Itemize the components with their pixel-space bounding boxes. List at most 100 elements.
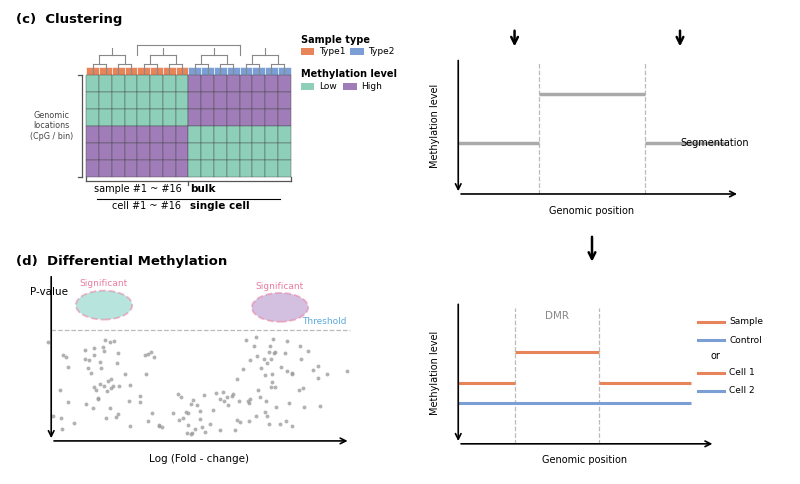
Point xyxy=(210,389,222,396)
Bar xyxy=(150,75,163,92)
Point xyxy=(268,349,281,357)
Bar xyxy=(138,160,150,177)
Bar xyxy=(125,92,138,109)
Point xyxy=(134,398,146,406)
Bar xyxy=(350,48,364,55)
Text: Significant: Significant xyxy=(80,279,128,288)
Bar xyxy=(86,67,99,75)
Point xyxy=(180,408,193,416)
Bar xyxy=(99,143,112,160)
Point xyxy=(107,383,120,391)
Point xyxy=(266,370,278,378)
Bar xyxy=(265,109,278,126)
Bar xyxy=(176,67,189,75)
Bar xyxy=(278,126,290,143)
Point xyxy=(269,348,282,356)
Point xyxy=(46,412,59,420)
Point xyxy=(302,347,314,354)
Point xyxy=(252,387,265,394)
Point xyxy=(268,383,281,391)
Point xyxy=(153,422,166,429)
Point xyxy=(286,422,298,430)
Point xyxy=(194,407,207,415)
Bar xyxy=(239,143,252,160)
Bar xyxy=(163,92,176,109)
Bar xyxy=(189,109,202,126)
Point xyxy=(82,357,95,364)
Point xyxy=(177,414,190,422)
Bar xyxy=(239,75,252,92)
Point xyxy=(307,366,320,374)
Bar xyxy=(202,143,214,160)
Bar xyxy=(214,92,226,109)
Point xyxy=(103,338,116,346)
Point xyxy=(228,426,241,434)
Bar xyxy=(252,126,265,143)
Bar xyxy=(202,160,214,177)
Point xyxy=(118,370,131,378)
Point xyxy=(98,347,110,355)
Bar xyxy=(138,67,150,75)
Point xyxy=(147,353,160,361)
Point xyxy=(279,349,292,357)
Point xyxy=(78,347,91,354)
Bar xyxy=(150,160,163,177)
Point xyxy=(87,344,100,352)
Point xyxy=(101,387,114,395)
Text: Methylation level: Methylation level xyxy=(301,69,397,79)
Point xyxy=(88,383,101,391)
Text: Genomic position: Genomic position xyxy=(550,206,634,216)
Point xyxy=(214,395,226,403)
Bar xyxy=(252,160,265,177)
Point xyxy=(104,384,117,392)
Text: single cell: single cell xyxy=(190,201,250,211)
Point xyxy=(62,398,74,406)
Point xyxy=(185,430,198,438)
Bar xyxy=(226,160,239,177)
Point xyxy=(244,395,257,403)
Text: Segmentation: Segmentation xyxy=(680,138,749,148)
Point xyxy=(240,336,253,344)
Bar xyxy=(278,109,290,126)
Point xyxy=(231,375,244,383)
Bar xyxy=(202,109,214,126)
Bar xyxy=(99,160,112,177)
Point xyxy=(280,337,293,345)
Bar xyxy=(99,92,112,109)
Point xyxy=(261,359,274,367)
Bar xyxy=(125,160,138,177)
Point xyxy=(231,416,244,424)
Point xyxy=(274,363,287,371)
Point xyxy=(100,414,113,422)
Bar xyxy=(176,160,189,177)
Bar xyxy=(125,109,138,126)
Text: sample #1 ~ #16: sample #1 ~ #16 xyxy=(94,184,182,194)
Point xyxy=(250,333,262,341)
Bar xyxy=(239,109,252,126)
Bar xyxy=(112,92,125,109)
Point xyxy=(79,400,92,408)
Point xyxy=(250,412,262,420)
Bar xyxy=(163,67,176,75)
Ellipse shape xyxy=(76,290,132,319)
Bar xyxy=(176,126,189,143)
Point xyxy=(262,420,275,428)
Point xyxy=(111,410,124,418)
Text: Genomic position: Genomic position xyxy=(542,455,627,465)
Point xyxy=(166,408,179,416)
Text: Significant: Significant xyxy=(256,282,304,290)
Bar xyxy=(86,126,99,143)
Bar xyxy=(125,67,138,75)
Bar xyxy=(278,143,290,160)
Bar xyxy=(138,92,150,109)
Bar xyxy=(214,67,226,75)
Point xyxy=(266,378,278,386)
Bar xyxy=(138,143,150,160)
Text: (d)  Differential Methylation: (d) Differential Methylation xyxy=(16,255,227,268)
Bar xyxy=(163,109,176,126)
Bar xyxy=(265,160,278,177)
Point xyxy=(242,399,255,407)
Bar xyxy=(278,160,290,177)
Bar xyxy=(202,126,214,143)
Text: Sample type: Sample type xyxy=(301,35,370,45)
